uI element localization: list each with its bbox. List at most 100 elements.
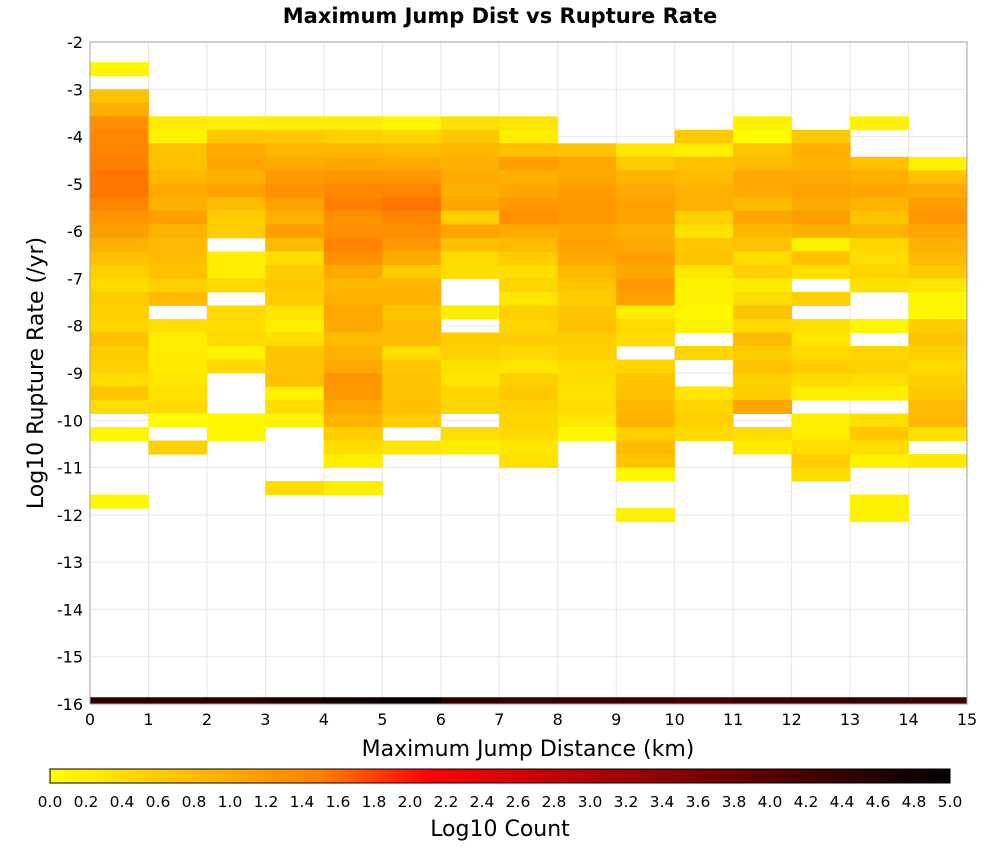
heatmap-cell <box>733 697 793 704</box>
heatmap-cell <box>323 224 383 239</box>
heatmap-cell <box>90 210 149 225</box>
heatmap-cell <box>733 224 793 239</box>
heatmap-cell <box>382 116 442 131</box>
heatmap-cell <box>206 345 266 360</box>
y-tick-label: -7 <box>67 269 83 288</box>
heatmap-cell <box>616 467 676 482</box>
heatmap-cell <box>616 210 676 225</box>
heatmap-cell <box>382 359 442 374</box>
heatmap-cell <box>499 454 559 469</box>
heatmap-cell <box>206 170 266 185</box>
heatmap-cell <box>733 427 793 442</box>
heatmap-cell <box>850 386 910 401</box>
plot-frame <box>89 41 968 705</box>
heatmap-cell <box>733 143 793 158</box>
heatmap-cell <box>90 697 149 704</box>
heatmap-cell <box>440 143 500 158</box>
heatmap-cells <box>90 62 968 704</box>
heatmap-cell <box>206 224 266 239</box>
heatmap-cell <box>382 413 442 428</box>
heatmap-cell <box>382 143 442 158</box>
heatmap-cell <box>557 697 617 704</box>
heatmap-cell <box>557 183 617 198</box>
colorbar-tick-label: 4.2 <box>794 793 819 811</box>
x-tick-label: 6 <box>436 710 446 729</box>
heatmap-cell <box>791 210 851 225</box>
chart-title: Maximum Jump Dist vs Rupture Rate <box>283 4 717 28</box>
heatmap-cell <box>265 318 325 333</box>
heatmap-cell <box>440 345 500 360</box>
heatmap-cell <box>733 440 793 455</box>
heatmap-cell <box>148 197 208 212</box>
heatmap-cell <box>616 305 676 320</box>
heatmap-cell <box>908 183 968 198</box>
heatmap-cell <box>499 386 559 401</box>
heatmap-cell <box>382 345 442 360</box>
heatmap-cell <box>323 454 383 469</box>
heatmap-cell <box>382 183 442 198</box>
heatmap-cell <box>265 183 325 198</box>
heatmap-cell <box>674 278 734 293</box>
heatmap-cell <box>616 224 676 239</box>
colorbar-tick-label: 1.8 <box>362 793 387 811</box>
heatmap-cell <box>440 156 500 171</box>
heatmap-cell <box>616 427 676 442</box>
heatmap-cell <box>616 291 676 306</box>
heatmap-cell <box>499 440 559 455</box>
y-tick-label: -14 <box>57 600 83 619</box>
heatmap-cell <box>557 251 617 266</box>
x-tick-label: 4 <box>319 710 329 729</box>
heatmap-cell <box>791 156 851 171</box>
heatmap-cell <box>323 372 383 387</box>
y-tick-label: -2 <box>67 33 83 52</box>
heatmap-cell <box>791 467 851 482</box>
heatmap-cell <box>265 345 325 360</box>
heatmap-cell <box>733 278 793 293</box>
heatmap-cell <box>499 264 559 279</box>
colorbar-tick-label: 4.8 <box>902 793 927 811</box>
heatmap-cell <box>791 129 851 144</box>
x-tick-label: 10 <box>664 710 684 729</box>
heatmap-cell <box>557 318 617 333</box>
heatmap-cell <box>323 332 383 347</box>
heatmap-cell <box>499 129 559 144</box>
heatmap-cell <box>557 291 617 306</box>
heatmap-cell <box>557 237 617 252</box>
heatmap-cell <box>90 318 149 333</box>
heatmap-cell <box>733 264 793 279</box>
heatmap-cell <box>148 116 208 131</box>
heatmap-cell <box>206 129 266 144</box>
colorbar-tick-label: 1.2 <box>254 793 279 811</box>
heatmap-cell <box>791 237 851 252</box>
colorbar-tick-label: 1.0 <box>218 793 243 811</box>
colorbar-tick-label: 3.4 <box>650 793 675 811</box>
colorbar-tick-label: 4.6 <box>866 793 891 811</box>
heatmap-cell <box>908 332 968 347</box>
heatmap-cell <box>90 494 149 509</box>
heatmap-cell <box>265 291 325 306</box>
heatmap-cell <box>733 210 793 225</box>
heatmap-cell <box>557 372 617 388</box>
heatmap-cell <box>733 170 793 185</box>
heatmap-cell <box>674 129 734 144</box>
heatmap-cell <box>206 697 266 704</box>
heatmap-cell <box>148 224 208 239</box>
heatmap-cell <box>908 156 968 171</box>
heatmap-cell <box>850 372 910 387</box>
colorbar-tick-label: 0.8 <box>182 793 207 811</box>
heatmap-cell <box>733 116 793 131</box>
heatmap-cell <box>791 697 851 704</box>
heatmap-cell <box>323 264 383 279</box>
heatmap-cell <box>616 251 676 266</box>
y-tick-labels: -2 -3 -4 -5 -6 -7 -8 -9 -10 -11 -12 -13 -14 -15 -16 <box>57 33 83 714</box>
heatmap-cell <box>850 697 910 704</box>
heatmap-cell <box>908 427 968 442</box>
heatmap-cell <box>908 373 968 388</box>
colorbar-tick-label: 3.2 <box>614 793 639 811</box>
heatmap-cell <box>674 264 734 279</box>
x-tick-label: 2 <box>202 710 212 729</box>
colorbar-tick-label: 0.2 <box>74 793 99 811</box>
heatmap-cell <box>148 318 208 333</box>
heatmap-cell <box>557 345 617 360</box>
heatmap-cell <box>908 305 968 320</box>
